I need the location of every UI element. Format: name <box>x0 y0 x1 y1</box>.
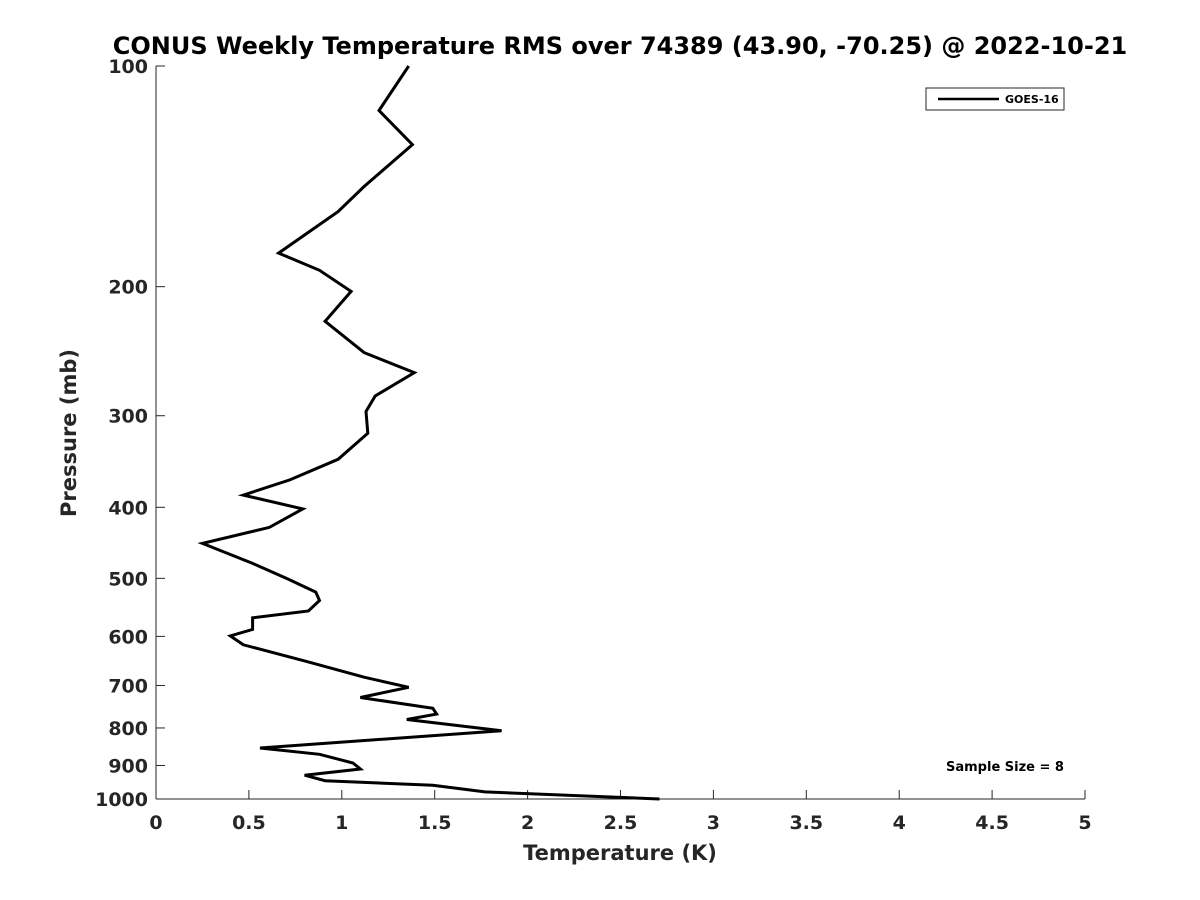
y-tick-label: 300 <box>108 406 148 428</box>
x-tick-label: 3 <box>707 812 720 834</box>
x-tick-label: 4 <box>893 812 906 834</box>
series-line-goes-16 <box>197 65 660 801</box>
y-tick-label: 500 <box>108 568 148 590</box>
y-tick-label: 900 <box>108 755 148 777</box>
legend-label-goes-16: GOES-16 <box>1005 93 1059 106</box>
y-tick-label: 800 <box>108 718 148 740</box>
y-tick-label: 700 <box>108 675 148 697</box>
chart-title: CONUS Weekly Temperature RMS over 74389 … <box>113 32 1127 60</box>
legend: GOES-16 <box>925 87 1065 111</box>
y-tick-label: 1000 <box>95 789 148 811</box>
x-tick-label: 2.5 <box>604 812 638 834</box>
x-tick-label: 0 <box>149 812 162 834</box>
x-tick-label: 4.5 <box>975 812 1009 834</box>
y-tick-label: 600 <box>108 626 148 648</box>
y-tick-label: 400 <box>108 497 148 519</box>
plot-area <box>155 66 1085 800</box>
x-axis-ticks: 0 0.5 1 1.5 2 2.5 3 3.5 4 4.5 5 <box>149 790 1092 834</box>
series-group <box>197 65 660 801</box>
x-tick-label: 0.5 <box>232 812 266 834</box>
x-tick-label: 2 <box>521 812 534 834</box>
y-axis-ticks: 100 200 300 400 500 600 700 800 900 1000 <box>95 56 165 811</box>
sample-size-annotation: Sample Size = 8 <box>946 760 1064 775</box>
x-tick-label: 1.5 <box>418 812 452 834</box>
y-axis-label: Pressure (mb) <box>57 349 81 517</box>
x-tick-label: 5 <box>1078 812 1091 834</box>
plot-background <box>156 66 1085 799</box>
y-tick-label: 100 <box>108 56 148 78</box>
x-tick-label: 1 <box>335 812 348 834</box>
x-tick-label: 3.5 <box>789 812 823 834</box>
x-axis-label: Temperature (K) <box>523 841 717 865</box>
y-tick-label: 200 <box>108 277 148 299</box>
